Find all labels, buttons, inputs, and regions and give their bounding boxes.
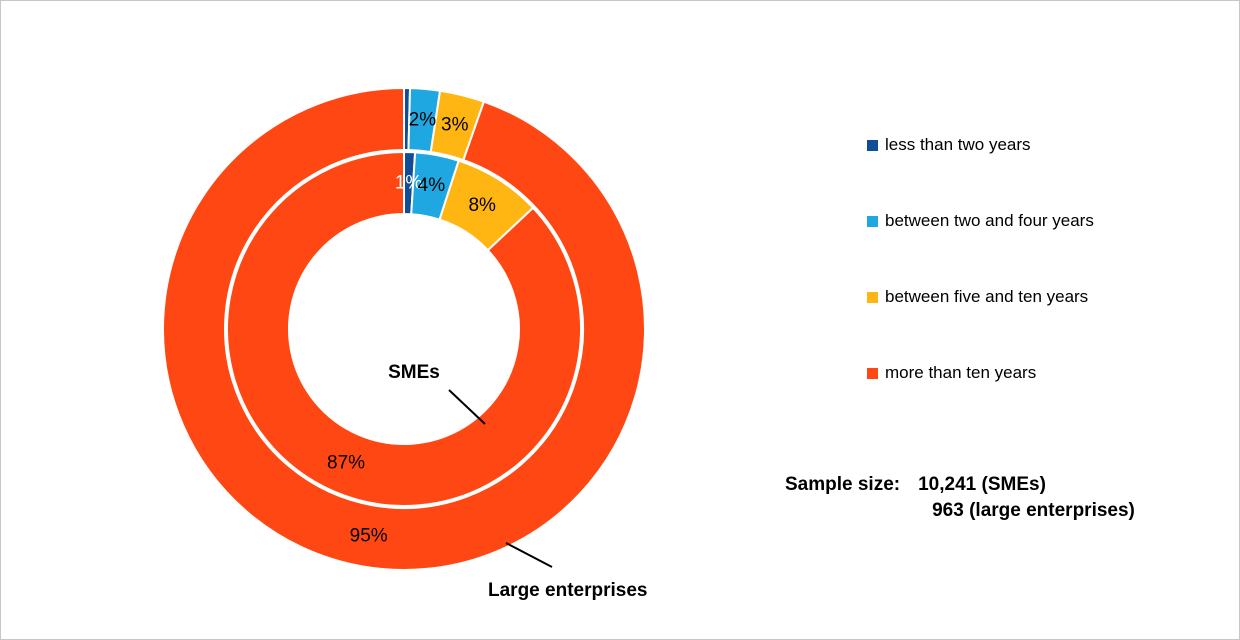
sample-size-large: 963 (large enterprises)	[932, 500, 1135, 521]
smes-leader-line	[448, 389, 486, 425]
smes-ring-label: SMEs	[388, 362, 440, 383]
percent-label-inner-0: 1%	[395, 173, 423, 194]
legend-label: more than ten years	[885, 363, 1037, 382]
percent-label-outer-1: 2%	[409, 109, 437, 130]
sample-size-label: Sample size:	[785, 474, 901, 495]
legend-label: between two and four years	[885, 211, 1094, 230]
legend-swatch-icon	[867, 367, 878, 379]
sample-size-values: 10,241 (SMEs) 963 (large enterprises)	[918, 472, 1135, 524]
sample-size-note: Sample size: 10,241 (SMEs) 963 (large en…	[785, 472, 1135, 524]
percent-label-outer-2: 3%	[441, 115, 469, 136]
legend-item-2: between five and ten years	[867, 287, 1094, 307]
legend-label: between five and ten years	[885, 287, 1089, 306]
legend-swatch-icon	[867, 215, 878, 227]
segment-inner-more-than-ten-years	[226, 150, 582, 507]
percent-label-inner-2: 8%	[468, 195, 496, 216]
percent-label-inner-3: 87%	[327, 452, 365, 473]
large-enterprises-ring-label: Large enterprises	[488, 580, 647, 601]
legend: less than two years between two and four …	[867, 135, 1094, 439]
segment-outer-more-than-ten-years	[162, 86, 647, 571]
legend-swatch-icon	[867, 139, 878, 151]
donut-segments	[162, 86, 647, 571]
donut-percent-labels: 1%4% 8% 87% 2% 3% 95%	[327, 109, 496, 546]
large-enterprises-leader-line	[505, 542, 553, 568]
legend-item-3: more than ten years	[867, 363, 1094, 383]
legend-item-0: less than two years	[867, 135, 1094, 155]
sample-size-smes: 10,241 (SMEs)	[918, 474, 1046, 495]
percent-label-inner-1: 4%	[418, 175, 446, 196]
legend-item-1: between two and four years	[867, 211, 1094, 231]
legend-label: less than two years	[885, 135, 1031, 154]
legend-swatch-icon	[867, 291, 878, 303]
percent-label-outer-3: 95%	[350, 526, 388, 547]
